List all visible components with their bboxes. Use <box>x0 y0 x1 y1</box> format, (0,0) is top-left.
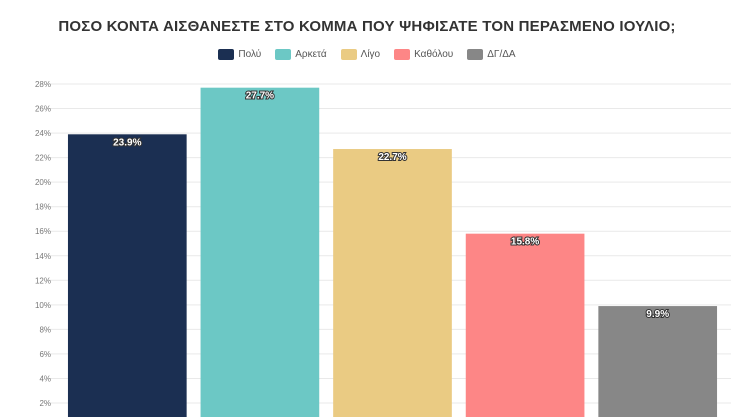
y-tick-label: 10% <box>35 301 51 310</box>
bar-data-label: 23.9% <box>113 137 141 148</box>
y-tick-label: 20% <box>35 178 51 187</box>
legend-label-dg-da: ΔΓ/ΔΑ <box>487 49 516 60</box>
bar[interactable] <box>67 134 187 417</box>
y-tick-label: 6% <box>39 350 51 359</box>
bar-data-label: 22.7% <box>378 152 406 163</box>
chart-title: ΠΟΣΟ ΚΟΝΤΑ ΑΙΣΘΑΝΕΣΤΕ ΣΤΟ ΚΟΜΜΑ ΠΟΥ ΨΗΦΙ… <box>58 18 676 35</box>
legend-label-poly: Πολύ <box>238 49 262 60</box>
legend-swatch-ligo <box>340 49 357 60</box>
y-tick-label: 24% <box>35 129 51 138</box>
y-tick-label: 26% <box>35 105 51 114</box>
y-tick-label: 2% <box>39 399 51 408</box>
legend-item-ligo[interactable]: Λίγο <box>340 49 381 60</box>
y-tick-label: 4% <box>39 374 51 383</box>
bars <box>67 87 718 417</box>
legend-label-katholou: Καθόλου <box>414 49 454 60</box>
legend-item-dg-da[interactable]: ΔΓ/ΔΑ <box>467 49 516 60</box>
bar[interactable] <box>465 233 585 417</box>
y-tick-label: 18% <box>35 203 51 212</box>
data-labels: 23.9% 27.7% 22.7% 15.8% 9.9% <box>112 90 670 321</box>
bar-data-label: 27.7% <box>246 91 274 102</box>
y-axis-ticks: 2% 4% 6% 8% 10% 12% 14% 16% 18% 20% 22% 24% 26% 28% <box>35 80 51 408</box>
legend-item-arketa[interactable]: Αρκετά <box>275 49 327 60</box>
bar[interactable] <box>200 87 320 417</box>
bar-data-label: 9.9% <box>646 309 669 320</box>
legend-label-ligo: Λίγο <box>360 49 381 60</box>
bar[interactable] <box>333 149 452 417</box>
legend-item-poly[interactable]: Πολύ <box>218 49 261 60</box>
legend: Πολύ Αρκετά Λίγο Καθόλου ΔΓ/ΔΑ <box>0 49 734 60</box>
legend-swatch-arketa <box>275 49 292 60</box>
legend-swatch-dg-da <box>467 49 484 60</box>
y-tick-label: 28% <box>35 80 51 89</box>
y-tick-label: 12% <box>35 276 51 285</box>
legend-swatch-poly <box>218 49 235 60</box>
legend-swatch-katholou <box>394 49 411 60</box>
y-tick-label: 16% <box>35 227 51 236</box>
legend-item-katholou[interactable]: Καθόλου <box>394 49 453 60</box>
y-tick-label: 22% <box>35 154 51 163</box>
legend-label-arketa: Αρκετά <box>295 49 327 60</box>
bar[interactable] <box>598 306 718 417</box>
y-tick-label: 14% <box>35 252 51 261</box>
y-tick-label: 8% <box>39 325 51 334</box>
bar-data-label: 15.8% <box>511 237 539 248</box>
